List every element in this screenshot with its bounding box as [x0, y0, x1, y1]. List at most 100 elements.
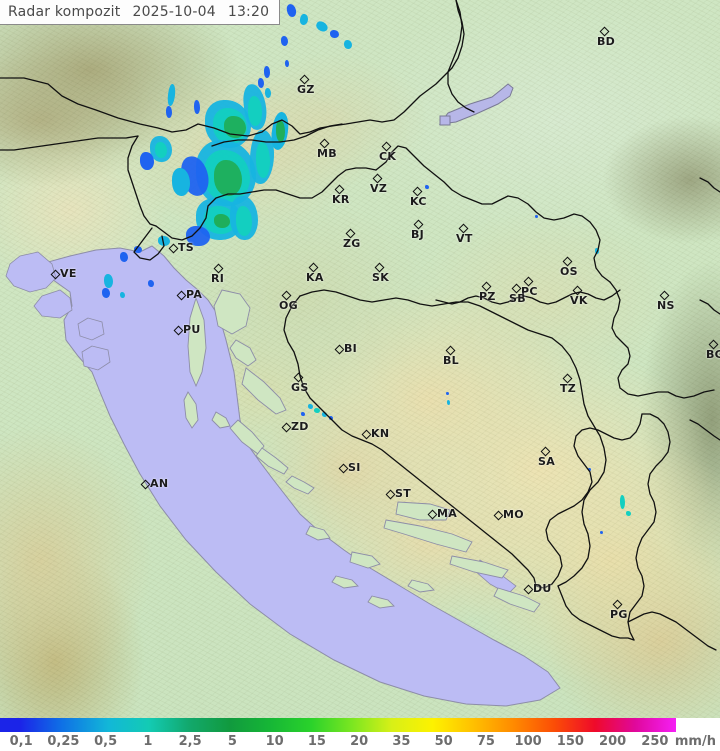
island-small-2	[331, 575, 359, 589]
island-small-5	[211, 411, 231, 429]
city-label: OG	[279, 299, 298, 312]
precipitation-echo	[256, 142, 270, 178]
legend-unit-label: mm/h	[674, 734, 716, 749]
legend-gradient-bar	[0, 718, 676, 732]
precipitation-echo	[330, 30, 339, 38]
city-label: SI	[348, 461, 361, 474]
legend-tick: 50	[434, 734, 453, 749]
precipitation-echo	[214, 160, 242, 196]
islands-layer	[183, 289, 541, 613]
borders-layer	[0, 0, 720, 651]
island-krk	[213, 289, 251, 335]
legend-tick: 0,25	[47, 734, 80, 749]
precipitation-echo	[236, 206, 252, 236]
legend-tick: 1	[143, 734, 153, 749]
city-label: PG	[610, 608, 628, 621]
precipitation-echo	[281, 36, 288, 46]
city-diamond-icon	[140, 479, 151, 490]
venetian-lagoon	[5, 251, 57, 293]
city-label: SK	[372, 271, 390, 284]
legend-tick: 250	[641, 734, 669, 749]
border-hu-ro	[699, 177, 720, 193]
city-label: MA	[437, 507, 458, 520]
city-label: SA	[538, 455, 556, 468]
lagoon-patch	[77, 317, 105, 341]
city-diamond-icon	[173, 325, 184, 336]
island-cres	[187, 296, 207, 388]
city-label: ZD	[291, 420, 309, 433]
city-diamond-icon	[176, 290, 187, 301]
island-korcula	[449, 555, 509, 579]
lagoon-patch-2	[81, 345, 111, 371]
legend-tick: 35	[392, 734, 411, 749]
city-label: PC	[521, 285, 538, 298]
precipitation-echo	[626, 511, 631, 516]
border-hr-hu	[375, 145, 611, 283]
city-label: CK	[379, 150, 397, 163]
island-small-3	[367, 595, 395, 609]
precipitation-echo	[344, 40, 352, 49]
border-me-al	[627, 611, 717, 651]
precipitation-echo	[148, 280, 154, 287]
island-losinj	[183, 391, 199, 429]
precipitation-echo	[301, 412, 305, 416]
city-label: RI	[211, 272, 225, 285]
city-label: VK	[570, 294, 588, 307]
precipitation-echo	[104, 274, 113, 288]
legend-tick: 2,5	[178, 734, 202, 749]
sea-layer	[5, 83, 561, 707]
city-label: KC	[410, 195, 427, 208]
city-label: DU	[533, 582, 552, 595]
city-diamond-icon	[281, 422, 292, 433]
city-label: OS	[560, 265, 578, 278]
precipitation-echo	[186, 226, 210, 246]
precipitation-echo	[166, 106, 172, 118]
city-label: VT	[456, 232, 473, 245]
island-group-sib	[285, 475, 315, 495]
border-danube	[609, 281, 715, 399]
precipitation-echo	[264, 66, 270, 78]
island-rab	[229, 339, 257, 367]
precipitation-echo	[102, 288, 110, 298]
color-scale-legend: 0,1 0,25 0,5 1 2,5 5 10 15 20 35 50 75 100 150 200 250 …	[0, 718, 720, 751]
city-label: NS	[657, 299, 675, 312]
precipitation-echo	[248, 96, 262, 126]
island-vis	[349, 551, 381, 569]
precipitation-echo	[285, 60, 289, 67]
precipitation-echo	[120, 252, 128, 262]
precipitation-echo	[194, 100, 200, 114]
city-label: MO	[503, 508, 524, 521]
border-me-south	[557, 585, 635, 641]
city-label: KN	[371, 427, 390, 440]
city-diamond-icon	[361, 429, 372, 440]
city-label: VE	[60, 267, 77, 280]
precipitation-echo	[588, 468, 591, 471]
border-at-it-si	[0, 0, 465, 137]
city-diamond-icon	[50, 269, 61, 280]
legend-tick: 20	[350, 734, 369, 749]
balaton-outlet	[439, 115, 451, 126]
legend-tick: 0,1	[9, 734, 33, 749]
precipitation-echo	[322, 412, 327, 417]
city-label: GS	[291, 381, 309, 394]
precipitation-echo	[620, 495, 625, 509]
precipitation-echo	[224, 116, 246, 138]
island-pag	[241, 367, 287, 415]
precipitation-echo	[447, 400, 450, 405]
island-mljet	[493, 587, 541, 613]
city-label: PU	[183, 323, 201, 336]
city-label: ST	[395, 487, 412, 500]
legend-tick: 15	[307, 734, 326, 749]
city-diamond-icon	[427, 509, 438, 520]
island-brac	[395, 501, 451, 521]
island-small-1	[305, 525, 331, 541]
precipitation-echo	[265, 88, 271, 98]
radar-map[interactable]: BD GZ MB CK VZ KR KC PC ZG BJ VT TS RI VE KA SK OS PA OG PZ…	[0, 0, 720, 718]
precipitation-echo	[214, 214, 230, 228]
border-istria	[133, 227, 165, 261]
island-hvar	[383, 519, 473, 553]
city-label: TS	[178, 241, 195, 254]
precipitation-echo	[134, 246, 142, 253]
city-diamond-icon	[338, 463, 349, 474]
